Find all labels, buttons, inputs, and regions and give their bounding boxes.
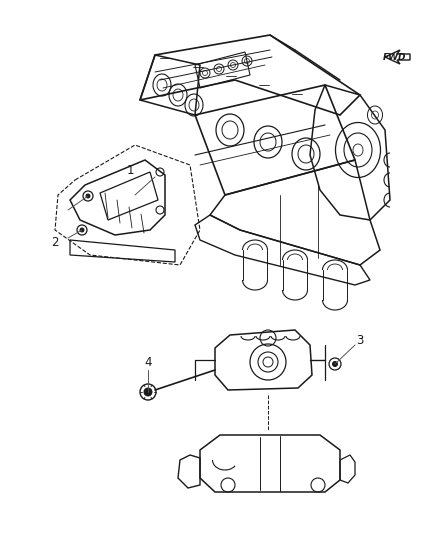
- Polygon shape: [385, 50, 410, 64]
- Text: FWD: FWD: [383, 52, 407, 61]
- Text: 4: 4: [144, 357, 152, 369]
- Text: 2: 2: [51, 237, 59, 249]
- Text: 1: 1: [126, 164, 134, 176]
- Circle shape: [86, 194, 90, 198]
- Circle shape: [332, 361, 338, 367]
- Circle shape: [144, 388, 152, 396]
- Circle shape: [80, 228, 84, 232]
- Text: 3: 3: [356, 334, 364, 346]
